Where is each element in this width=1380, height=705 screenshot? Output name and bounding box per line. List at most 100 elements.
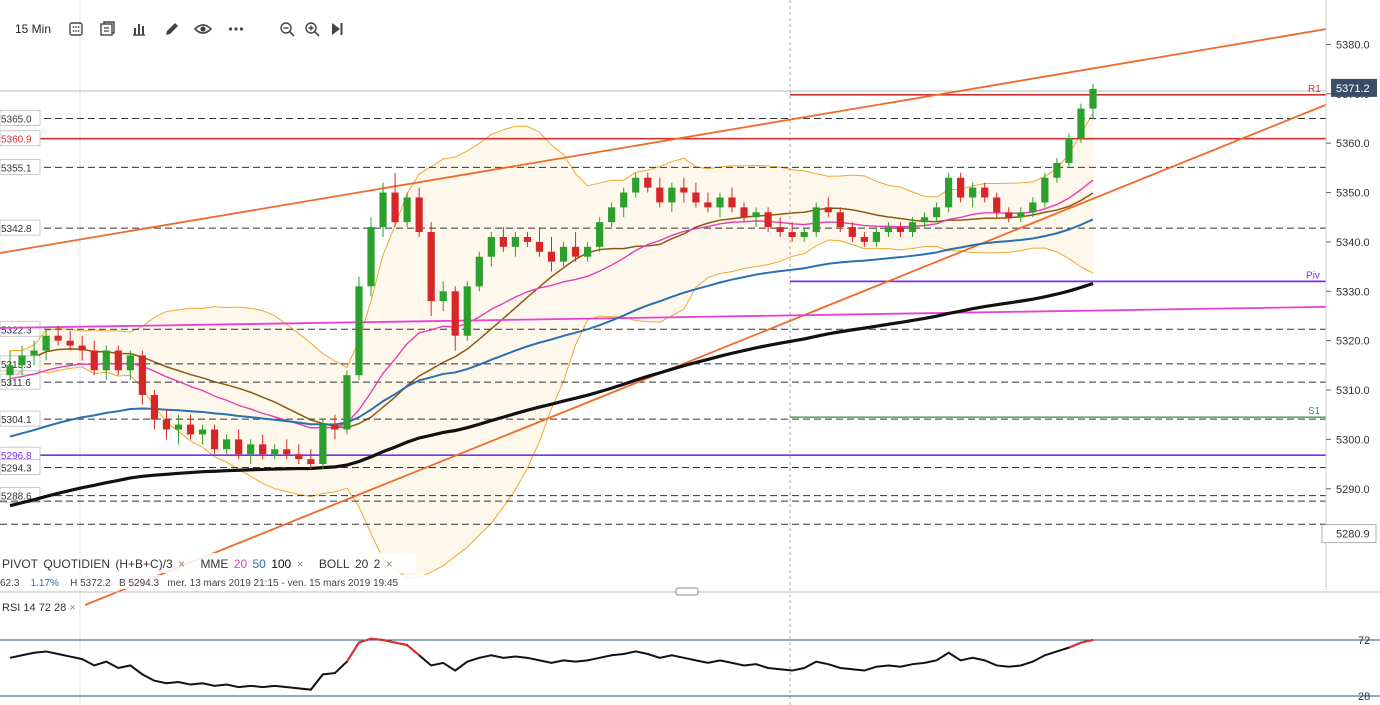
level-label-7: 5304.1 bbox=[1, 415, 32, 426]
rsi-overbought-segment bbox=[1080, 639, 1094, 644]
candle-body bbox=[944, 177, 953, 208]
candle-body bbox=[186, 424, 195, 435]
candle-body bbox=[198, 429, 207, 435]
level-box-4 bbox=[0, 320, 41, 337]
candle-body bbox=[800, 232, 808, 237]
candle-body bbox=[932, 207, 941, 218]
more-icon[interactable] bbox=[227, 20, 245, 38]
rsi-overbought-segment bbox=[394, 641, 408, 647]
candle-body bbox=[307, 459, 315, 465]
candle-body bbox=[367, 227, 375, 287]
level-label-10: 5288.6 bbox=[1, 492, 32, 503]
candle-body bbox=[752, 212, 760, 218]
mme-close-button[interactable]: × bbox=[296, 557, 304, 571]
candle-body bbox=[668, 187, 676, 203]
candle-body bbox=[632, 177, 640, 193]
candle-body bbox=[319, 424, 327, 465]
rsi-legend: RSI 14 72 28 × bbox=[2, 602, 76, 614]
boll-label[interactable]: BOLL bbox=[318, 557, 350, 571]
candle-body bbox=[740, 207, 748, 218]
zoom-out-icon[interactable] bbox=[278, 20, 296, 38]
level-label-6: 5311.6 bbox=[1, 378, 31, 389]
pane-resize-handle[interactable] bbox=[675, 587, 699, 596]
boll-close-button[interactable]: × bbox=[385, 557, 393, 571]
candle-body bbox=[355, 286, 363, 376]
candle-body bbox=[776, 227, 784, 233]
candle-body bbox=[1017, 212, 1025, 218]
calculator-icon[interactable] bbox=[67, 20, 85, 38]
bollinger-lower-line bbox=[9, 239, 1094, 579]
candle-body bbox=[247, 444, 255, 455]
boll-deviation: 2 bbox=[373, 557, 381, 571]
mme-label[interactable]: MME bbox=[200, 557, 229, 571]
bar-chart-icon[interactable] bbox=[130, 20, 148, 38]
price-tick-label: 5310.0 bbox=[1336, 385, 1370, 397]
candle-body bbox=[908, 222, 917, 233]
candle-body bbox=[608, 207, 616, 223]
candle-body bbox=[174, 424, 183, 430]
pivot-formula: (H+B+C)/3 bbox=[115, 557, 173, 571]
current-price-box bbox=[1331, 78, 1377, 97]
rsi-line bbox=[9, 637, 1094, 691]
price-tick-label: 5380.0 bbox=[1336, 39, 1370, 51]
current-price-label: 5371.2 bbox=[1336, 83, 1370, 95]
level-box-1 bbox=[0, 130, 41, 147]
candle-body bbox=[981, 187, 989, 198]
price-tick-label: 5360.0 bbox=[1336, 138, 1370, 150]
candle-body bbox=[728, 197, 736, 208]
rsi-overbought-segment bbox=[346, 642, 360, 663]
timeframe-selector[interactable]: 15 Min bbox=[15, 22, 52, 36]
level-label-0: 5365.0 bbox=[1, 114, 32, 125]
candle-body bbox=[535, 241, 544, 252]
candle-body bbox=[114, 350, 122, 371]
candle-body bbox=[343, 375, 351, 430]
level-label-4: 5322.3 bbox=[1, 325, 32, 336]
candle-body bbox=[1029, 202, 1037, 213]
level-label-8: 5296.8 bbox=[1, 451, 32, 462]
mme-period-100: 100 bbox=[271, 557, 292, 571]
rsi-period: 14 bbox=[23, 602, 36, 614]
pencil-icon[interactable] bbox=[163, 20, 181, 38]
low-value: B 5294.3 bbox=[119, 578, 160, 589]
candle-body bbox=[475, 256, 483, 287]
last-partial: 62.3 bbox=[0, 578, 20, 589]
candle-body bbox=[54, 335, 62, 341]
pink-trendline bbox=[0, 305, 1380, 329]
high-value: H 5372.2 bbox=[70, 578, 111, 589]
candle-body bbox=[920, 217, 929, 223]
zoom-in-icon[interactable] bbox=[303, 20, 321, 38]
candle-body bbox=[547, 251, 556, 262]
trendline-lower bbox=[84, 82, 1380, 606]
candle-body bbox=[102, 350, 110, 371]
pivot-label[interactable]: PIVOT bbox=[2, 557, 39, 571]
candle-body bbox=[126, 355, 134, 371]
chart-toolbar: 15 Min bbox=[0, 0, 1326, 58]
date-range: mer. 13 mars 2019 21:15 - ven. 15 mars 2… bbox=[167, 578, 399, 589]
eye-icon[interactable] bbox=[194, 20, 212, 38]
candle-body bbox=[487, 236, 495, 257]
rsi-lower-label: 28 bbox=[1358, 691, 1370, 703]
candle-body bbox=[716, 197, 724, 208]
candle-body bbox=[259, 444, 267, 455]
rsi-close-button[interactable]: × bbox=[69, 602, 76, 614]
candle-body bbox=[872, 232, 881, 242]
candle-body bbox=[331, 424, 339, 430]
candle-body bbox=[1077, 108, 1085, 139]
candle-body bbox=[295, 454, 303, 460]
candle-body bbox=[499, 236, 507, 247]
ema-100-line bbox=[9, 281, 1094, 508]
layout-icon[interactable] bbox=[98, 20, 116, 38]
candle-body bbox=[78, 345, 86, 351]
level-box-9 bbox=[0, 459, 41, 475]
rsi-upper: 72 bbox=[38, 602, 51, 614]
low-price-label: 5280.9 bbox=[1336, 529, 1370, 541]
price-tick-label: 5300.0 bbox=[1336, 434, 1370, 446]
candle-body bbox=[571, 246, 580, 257]
candle-body bbox=[451, 291, 459, 336]
rsi-label[interactable]: RSI bbox=[2, 602, 21, 614]
level-box-7 bbox=[0, 410, 41, 427]
skip-end-icon[interactable] bbox=[328, 20, 346, 38]
pivot-close-button[interactable]: × bbox=[178, 557, 186, 571]
candle-body bbox=[812, 207, 820, 233]
